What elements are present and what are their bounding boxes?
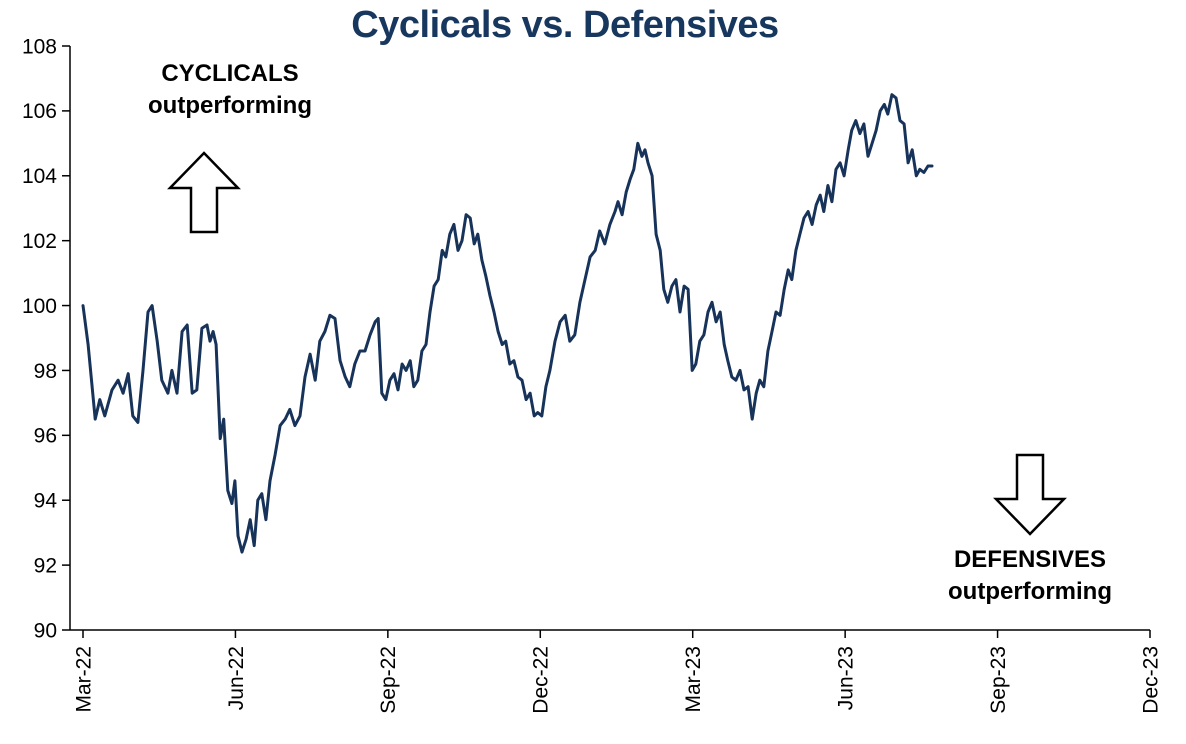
x-tick-label: Sep-23 — [987, 646, 1010, 714]
annotation-defensives: DEFENSIVES outperforming — [880, 544, 1180, 609]
annotation-cyclicals: CYCLICALS outperforming — [85, 58, 375, 123]
x-tick-label: Sep-22 — [377, 646, 400, 714]
down-arrow-icon — [993, 453, 1067, 536]
chart-title: Cyclicals vs. Defensives — [351, 4, 779, 46]
data-line — [81, 93, 934, 554]
y-tick-label: 90 — [34, 619, 57, 642]
y-tick-label: 96 — [34, 425, 57, 448]
y-tick-label: 102 — [22, 230, 57, 253]
up-arrow-icon — [167, 151, 241, 234]
x-tick-label: Mar-23 — [682, 646, 705, 713]
x-tick-label: Dec-23 — [1139, 646, 1162, 714]
annotation-cyclicals-line1: CYCLICALS — [161, 60, 299, 87]
x-tick-label: Dec-22 — [530, 646, 553, 714]
y-tick-label: 100 — [22, 295, 57, 318]
x-tick-label: Mar-22 — [72, 646, 95, 713]
annotation-defensives-line1: DEFENSIVES — [953, 546, 1107, 573]
y-tick-label: 98 — [34, 360, 57, 383]
y-tick-label: 106 — [22, 100, 57, 123]
annotation-defensives-line2: outperforming — [948, 578, 1112, 606]
y-tick-label: 94 — [34, 490, 58, 513]
x-tick-label: Jun-23 — [834, 646, 857, 710]
y-tick-label: 104 — [22, 165, 57, 188]
y-tick-label: 92 — [34, 554, 57, 577]
y-tick-label: 108 — [22, 35, 57, 58]
annotation-cyclicals-line2: outperforming — [148, 92, 312, 120]
x-tick-label: Jun-22 — [225, 646, 248, 710]
